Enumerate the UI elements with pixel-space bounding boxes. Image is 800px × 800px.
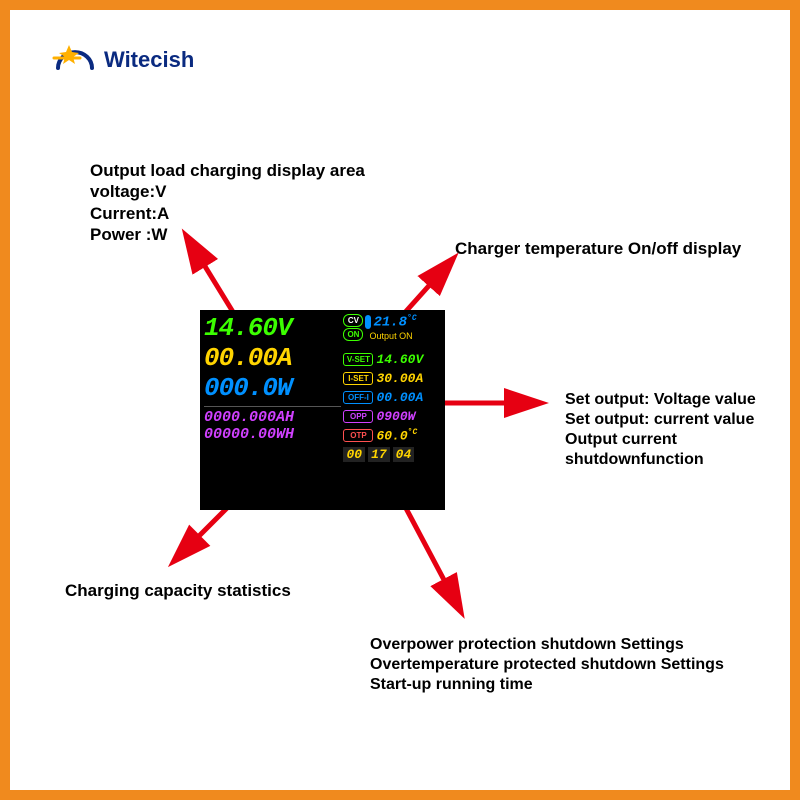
offi-value: 00.00A — [376, 390, 423, 405]
display-left-panel: 14.60V 00.00A 000.0W 0000.000AH 00000.00… — [204, 314, 341, 506]
runtime-timer: 00 17 04 — [343, 447, 414, 462]
iset-label: I-SET — [343, 372, 373, 385]
logo-mark-icon — [50, 40, 100, 80]
vset-label: V-SET — [343, 353, 373, 366]
readout-power: 000.0W — [204, 374, 341, 404]
readout-current: 00.00A — [204, 344, 341, 374]
display-right-panel: CV ON 21.8°C Output ON V-SET 14.60V I-SE… — [341, 314, 441, 506]
temperature-readout: 21.8°C — [365, 314, 416, 331]
on-badge: ON — [343, 328, 363, 341]
label-set-output: Set output: Voltage value Set output: cu… — [565, 390, 790, 470]
otp-value: 60.0°C — [376, 428, 417, 443]
output-status: Output ON — [365, 331, 416, 341]
vset-value: 14.60V — [376, 352, 423, 367]
cv-badge: CV — [343, 314, 363, 327]
opp-value: 0900W — [376, 409, 415, 424]
thermometer-icon — [365, 315, 371, 329]
opp-label: OPP — [343, 410, 373, 423]
label-capacity: Charging capacity statistics — [65, 580, 291, 601]
lcd-display: 14.60V 00.00A 000.0W 0000.000AH 00000.00… — [200, 310, 445, 510]
brand-name: Witecish — [104, 47, 194, 73]
readout-voltage: 14.60V — [204, 314, 341, 344]
offi-label: OFF-I — [343, 391, 373, 404]
label-output-area: Output load charging display area voltag… — [90, 160, 365, 245]
label-protection: Overpower protection shutdown Settings O… — [370, 635, 724, 695]
iset-value: 30.00A — [376, 371, 423, 386]
divider — [204, 406, 341, 407]
readout-ah: 0000.000AH — [204, 409, 341, 426]
label-temperature: Charger temperature On/off display — [455, 238, 741, 259]
otp-label: OTP — [343, 429, 373, 442]
readout-wh: 00000.00WH — [204, 426, 341, 443]
brand-logo: Witecish — [50, 40, 194, 80]
